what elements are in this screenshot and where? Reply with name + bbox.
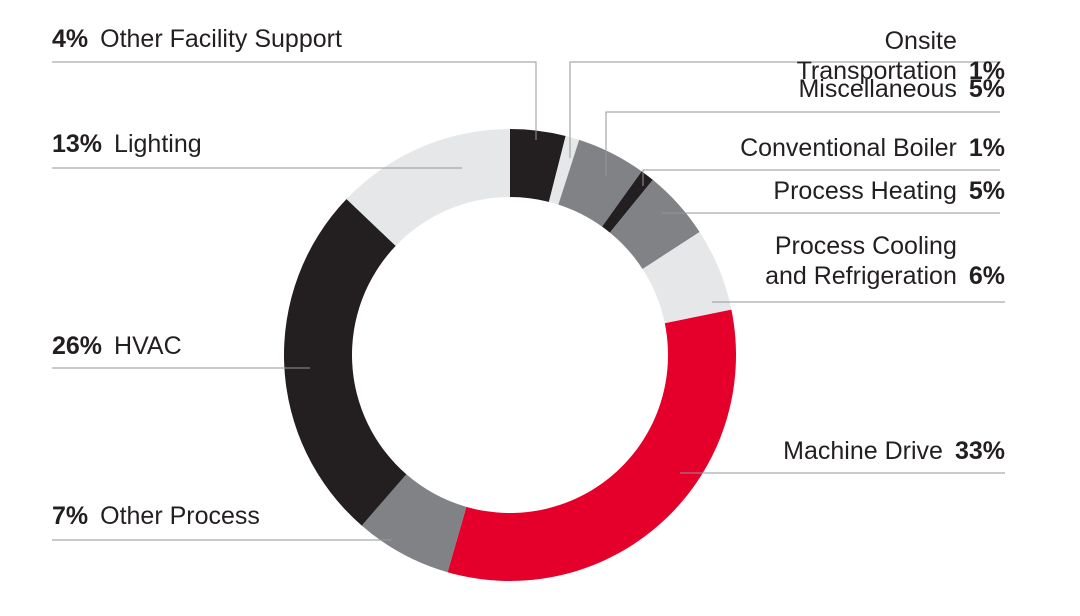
donut-segment xyxy=(548,135,580,205)
category-label: Process Cooling and Refrigeration xyxy=(765,232,957,290)
category-label: Miscellaneous xyxy=(798,75,957,103)
value-label: 13% xyxy=(52,130,103,158)
category-label: Onsite Transportation xyxy=(796,27,957,85)
slice-label: 26% HVAC xyxy=(52,331,182,361)
leader-line xyxy=(52,61,537,140)
value-label: 1% xyxy=(968,134,1005,162)
value-label: 5% xyxy=(968,177,1005,205)
category-label: Other Facility Support xyxy=(100,25,342,53)
value-label: 4% xyxy=(52,25,89,53)
leader-line xyxy=(642,169,1000,186)
leader-line xyxy=(605,111,1000,176)
value-label: 5% xyxy=(968,75,1005,103)
slice-label: Conventional Boiler 1% xyxy=(740,133,1005,163)
slice-label: 4% Other Facility Support xyxy=(52,24,342,54)
donut-segment xyxy=(609,179,700,270)
donut-segment xyxy=(284,198,407,526)
value-label: 7% xyxy=(52,502,89,530)
slice-label: Process Heating 5% xyxy=(773,176,1005,206)
donut-segment xyxy=(361,474,467,573)
category-label: Other Process xyxy=(100,502,260,530)
donut-segment xyxy=(510,129,566,202)
value-label: 33% xyxy=(954,437,1005,465)
leader-line xyxy=(569,61,1000,158)
category-label: HVAC xyxy=(114,332,182,360)
category-label: Conventional Boiler xyxy=(740,134,957,162)
donut-segment xyxy=(346,129,510,246)
category-label: Lighting xyxy=(114,130,202,158)
slice-label: 13% Lighting xyxy=(52,129,202,159)
category-label: Process Heating xyxy=(773,177,957,205)
donut-segment xyxy=(602,171,653,233)
value-label: 26% xyxy=(52,332,103,360)
slice-label: Process Cooling and Refrigeration 6% xyxy=(737,231,1005,291)
slice-label: Machine Drive 33% xyxy=(783,436,1005,466)
category-label: Machine Drive xyxy=(783,437,943,465)
value-label: 1% xyxy=(968,57,1005,85)
slice-label: 7% Other Process xyxy=(52,501,260,531)
value-label: 6% xyxy=(968,262,1005,290)
donut-segment xyxy=(642,232,732,324)
donut-segment xyxy=(558,139,642,227)
donut-segment xyxy=(447,309,736,581)
slice-label: Onsite Transportation 1% xyxy=(737,26,1005,86)
slice-label: Miscellaneous 5% xyxy=(798,74,1005,104)
